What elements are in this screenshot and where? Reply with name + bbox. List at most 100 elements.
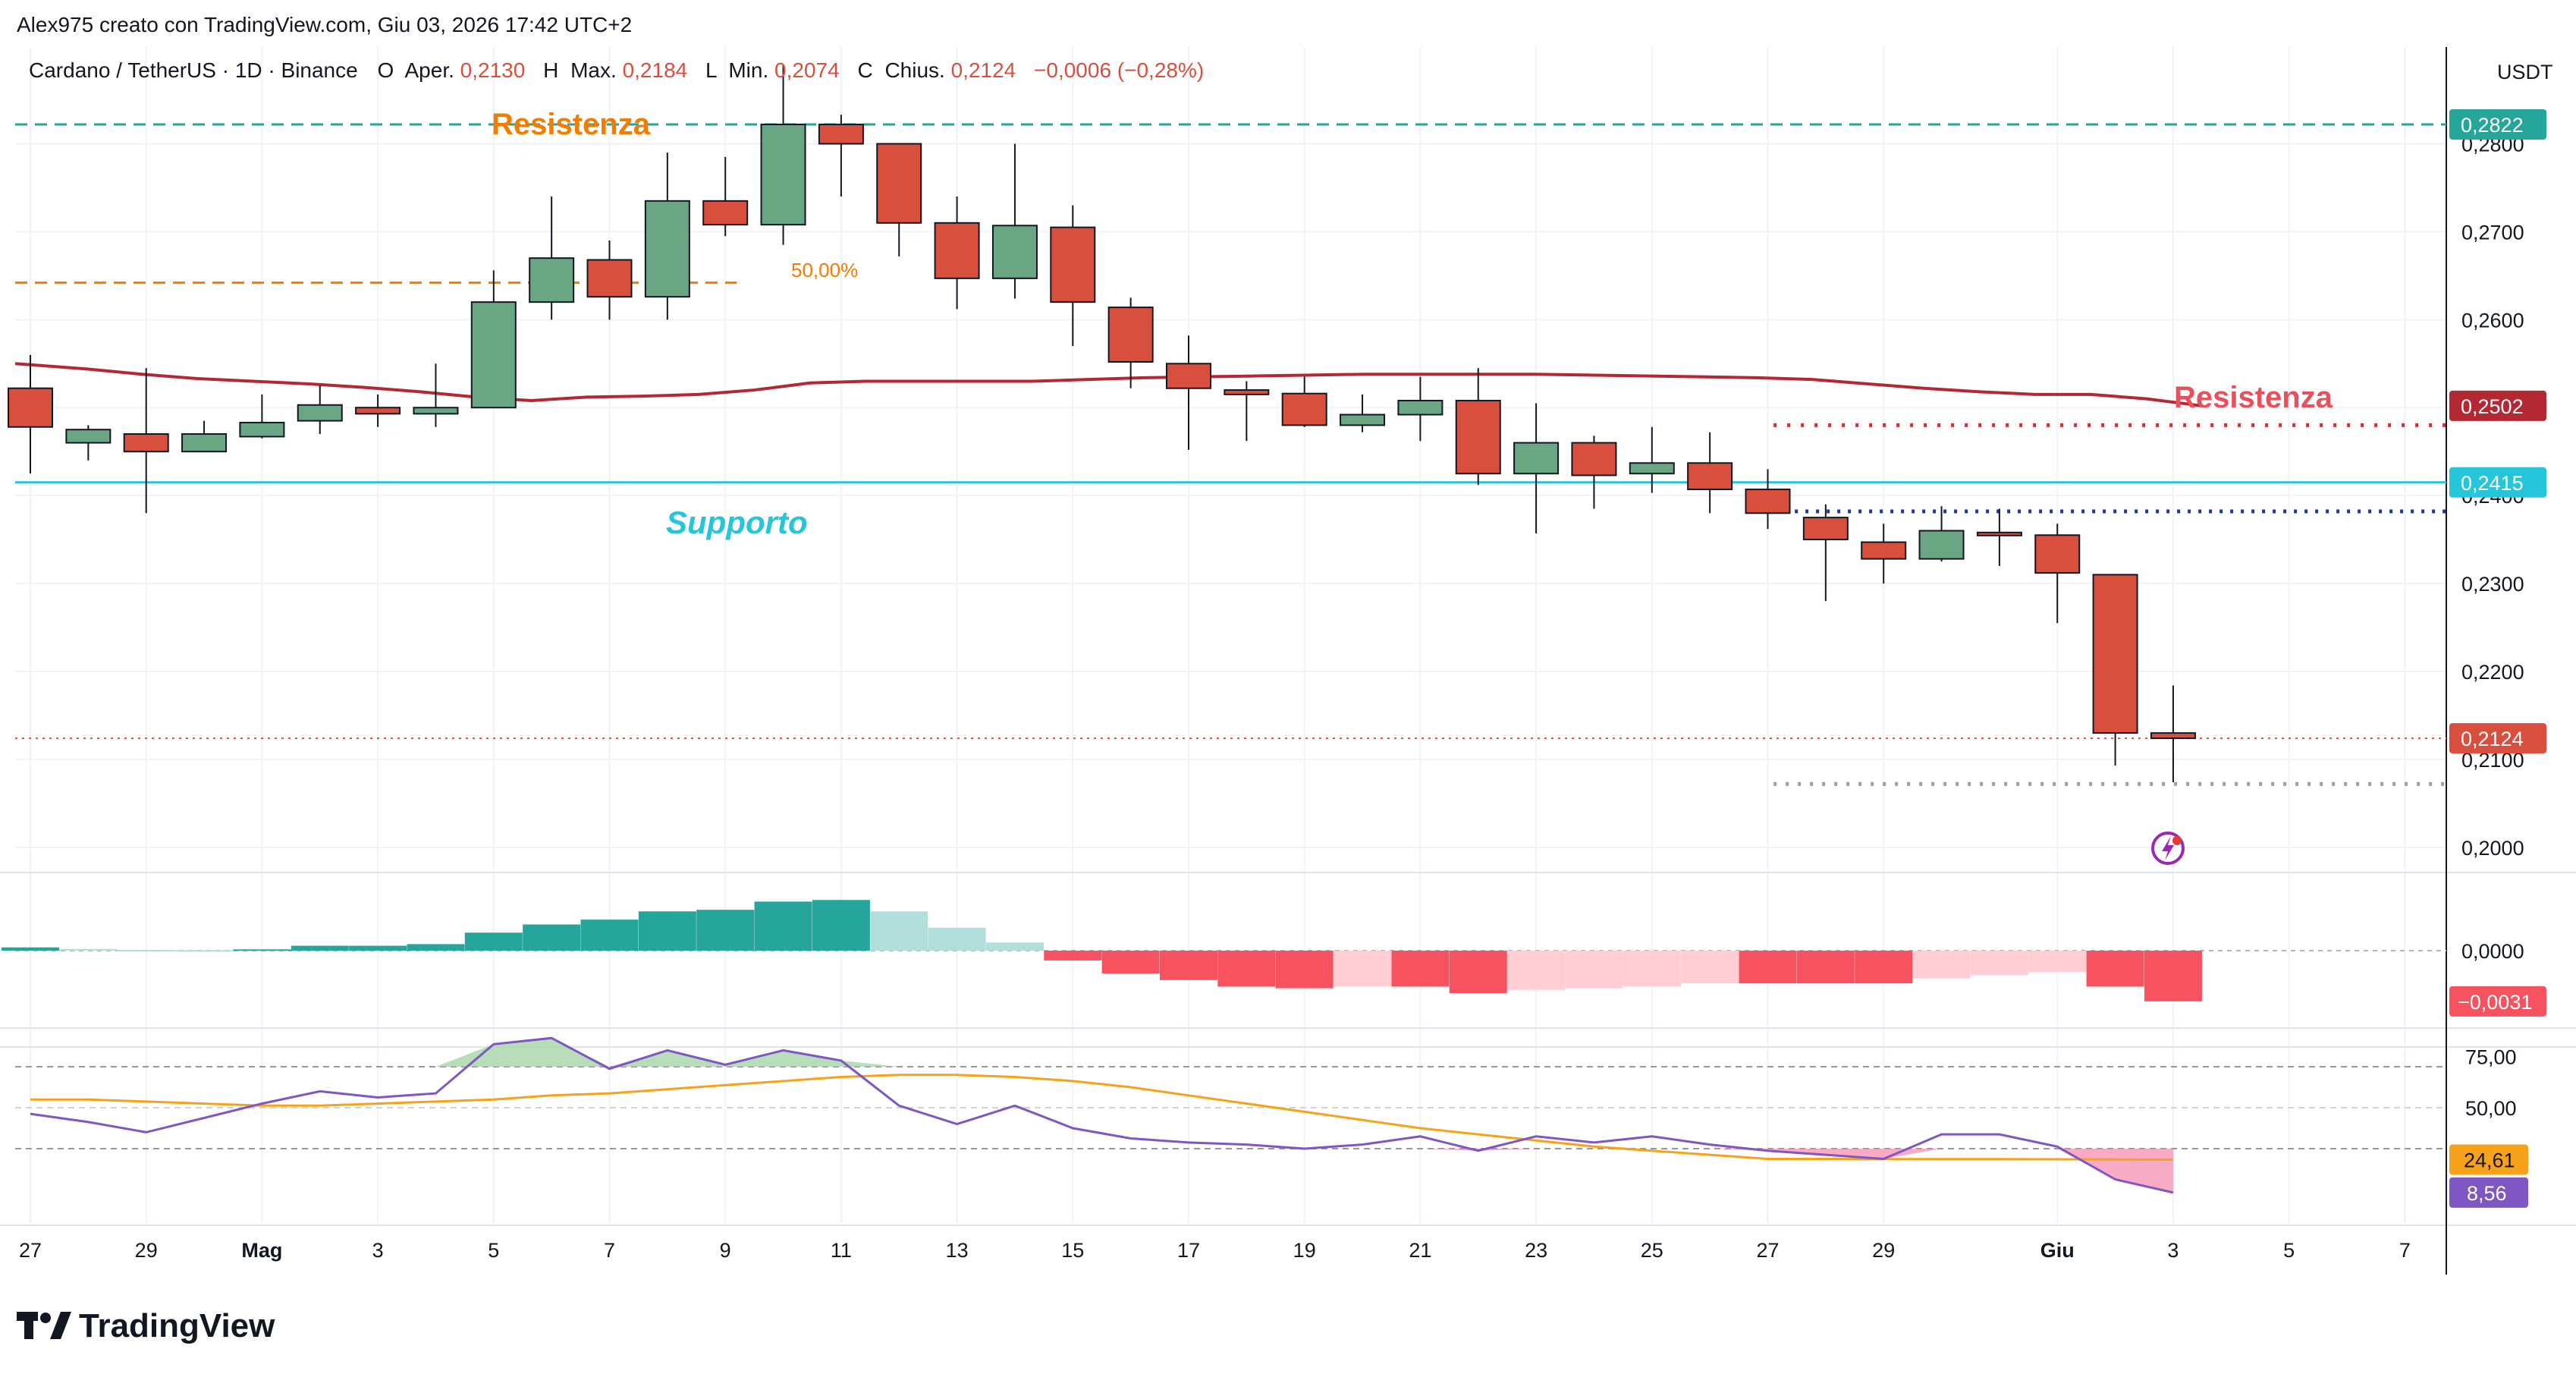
tradingview-logo: TradingView — [17, 1307, 275, 1344]
candle-body — [1513, 442, 1560, 475]
candle — [1861, 524, 1907, 584]
macd-bar — [2, 947, 59, 951]
candle — [413, 363, 459, 427]
macd-bar — [580, 920, 639, 951]
rsi-oversold-fill — [30, 1149, 2173, 1193]
candle — [1687, 432, 1733, 514]
ohlc-high-label: H — [543, 58, 558, 82]
macd-bar — [1101, 951, 1160, 974]
candle — [297, 385, 343, 435]
ohlc-close-label: C — [857, 58, 872, 82]
price-axis[interactable]: 0,28000,27000,26000,25000,24000,23000,22… — [2449, 109, 2546, 1208]
rsi-line — [30, 1036, 2174, 1194]
brand-name: TradingView — [79, 1307, 275, 1344]
time-label: 21 — [1409, 1239, 1431, 1262]
time-label: 23 — [1525, 1239, 1547, 1262]
candle — [2150, 685, 2196, 783]
macd-bar — [754, 901, 812, 951]
candle — [1918, 506, 1965, 562]
candle-body — [1976, 531, 2022, 536]
macd-bar — [1507, 951, 1566, 990]
candle — [1340, 394, 1386, 432]
candle — [1281, 376, 1327, 427]
macd-bar — [523, 924, 581, 951]
price-badge-label: 0,2124 — [2461, 728, 2524, 750]
candle — [355, 394, 401, 427]
rsi-pane — [15, 1036, 2446, 1194]
candle-body — [586, 259, 633, 298]
candle-body — [702, 200, 749, 226]
alert-clock-icon[interactable] — [2151, 832, 2185, 865]
candle-body — [1745, 489, 1791, 514]
candle-body — [1629, 462, 1675, 475]
symbol-line[interactable]: Cardano / TetherUS · 1D · Binance O Aper… — [29, 58, 1204, 82]
candle-body — [1107, 307, 1154, 363]
time-label: 3 — [372, 1239, 384, 1262]
candle — [65, 425, 112, 461]
time-label: 29 — [135, 1239, 158, 1262]
candle-body — [470, 301, 517, 409]
candle — [760, 64, 806, 245]
candle — [470, 270, 517, 409]
candle — [123, 368, 169, 514]
candle-body — [181, 433, 228, 453]
candle-body — [355, 407, 401, 415]
time-label: 29 — [1872, 1239, 1895, 1262]
time-label: 3 — [2167, 1239, 2179, 1262]
ohlc-open-value: 0,2130 — [460, 58, 526, 82]
candles — [8, 64, 2196, 783]
time-label: 13 — [946, 1239, 969, 1262]
price-badge-label: 0,2415 — [2461, 472, 2524, 495]
candle-body — [297, 404, 343, 422]
moving-average — [14, 362, 2203, 407]
candle — [2092, 574, 2138, 766]
ohlc-high-name: Max. — [570, 58, 617, 82]
price-badge — [2449, 390, 2546, 421]
price-badge-label: 0,2502 — [2461, 395, 2524, 418]
candle-body — [1687, 462, 1733, 491]
macd-bar — [870, 911, 928, 951]
candle-body — [1802, 517, 1849, 541]
fib-50-label: 50,00% — [791, 259, 858, 281]
candle — [1571, 435, 1617, 509]
time-label: 7 — [2399, 1239, 2411, 1262]
macd-bar — [1391, 951, 1450, 987]
time-axis[interactable]: 27 29 Mag 3 5 7 9 11 13 15 17 19 21 23 25 27 29 Giu 3 5 7 — [19, 1239, 2411, 1262]
annotation-resistenza-top[interactable]: Resistenza — [492, 108, 651, 141]
macd-bar — [1044, 951, 1102, 961]
macd-bar — [1681, 951, 1739, 984]
candle — [2034, 524, 2081, 624]
candle — [1745, 469, 1791, 530]
candle-body — [644, 200, 690, 298]
candle-body — [876, 143, 922, 224]
currency-label[interactable]: USDT — [2497, 61, 2553, 83]
candle — [1802, 504, 1849, 602]
candle — [1629, 426, 1675, 493]
candle — [876, 143, 922, 256]
candle-body — [991, 225, 1038, 279]
candle — [586, 241, 633, 320]
macd-histogram — [2, 900, 2446, 1001]
macd-bar — [2028, 951, 2087, 973]
price-badge — [2449, 109, 2546, 140]
candle-body — [1861, 541, 1907, 560]
annotation-resistenza-right[interactable]: Resistenza — [2174, 381, 2333, 414]
rsi-ma-badge-label: 24,61 — [2464, 1149, 2515, 1172]
macd-bar — [1970, 951, 2028, 976]
price-tick: 0,2200 — [2461, 661, 2524, 684]
time-label: 19 — [1293, 1239, 1316, 1262]
ohlc-open-label: O — [377, 58, 394, 82]
time-label: 27 — [1756, 1239, 1779, 1262]
candle-body — [1050, 226, 1096, 303]
grid-lines — [0, 47, 2576, 1275]
macd-bar — [812, 900, 870, 951]
macd-bar — [1160, 951, 1217, 980]
time-label: 11 — [831, 1239, 852, 1262]
macd-badge-label: −0,0031 — [2458, 991, 2532, 1014]
candle — [934, 197, 980, 310]
symbol-name[interactable]: Cardano / TetherUS · 1D · Binance — [29, 58, 358, 82]
candle — [8, 354, 53, 474]
candle-body — [1397, 399, 1444, 416]
annotation-supporto[interactable]: Supporto — [666, 505, 808, 540]
macd-badge — [2449, 986, 2546, 1017]
